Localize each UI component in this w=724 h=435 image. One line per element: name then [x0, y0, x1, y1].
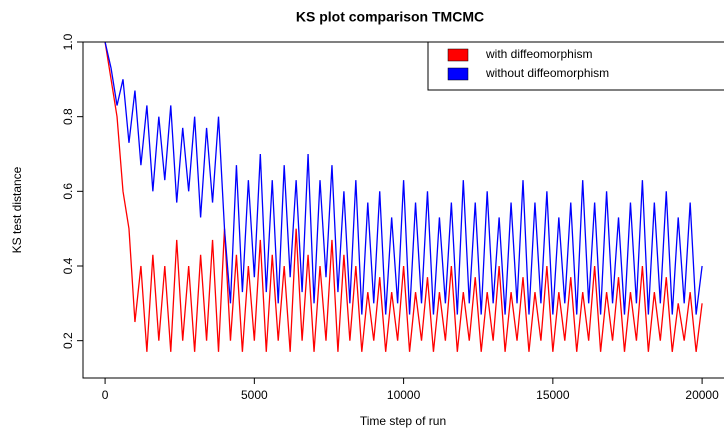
y-tick-label: 0.2 — [61, 332, 75, 349]
x-tick-label: 20000 — [685, 388, 719, 402]
series-line — [104, 41, 703, 315]
x-tick-label: 15000 — [536, 388, 570, 402]
series-line — [104, 41, 703, 352]
x-tick-label: 10000 — [387, 388, 421, 402]
y-axis-label: KS test distance — [10, 166, 24, 253]
y-tick-label: 0.8 — [61, 108, 75, 125]
x-tick-label: 5000 — [241, 388, 268, 402]
legend-swatch — [447, 48, 469, 62]
plot-frame — [82, 41, 724, 379]
legend-box — [427, 41, 724, 91]
y-tick-label: 0.6 — [61, 183, 75, 200]
x-tick-label: 0 — [102, 388, 109, 402]
legend-label: without diffeomorphism — [485, 66, 609, 80]
x-axis-label: Time step of run — [360, 414, 446, 428]
legend-swatch — [447, 67, 469, 81]
y-tick-label: 0.4 — [61, 257, 75, 274]
legend-label: with diffeomorphism — [485, 47, 593, 61]
chart-title: KS plot comparison TMCMC — [296, 9, 484, 25]
y-tick-label: 1.0 — [61, 33, 75, 50]
